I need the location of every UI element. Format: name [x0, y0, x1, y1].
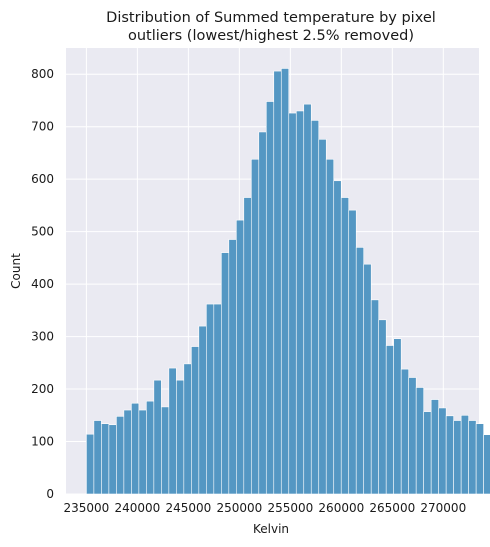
histogram-bar: [228, 239, 237, 495]
histogram-bar: [221, 252, 230, 495]
histogram-bar: [483, 434, 490, 495]
histogram-bar: [206, 303, 215, 495]
histogram-bar: [318, 138, 327, 495]
histogram-bar: [265, 101, 275, 495]
histogram-bar: [378, 319, 387, 495]
x-tick-label: 270000: [420, 501, 466, 515]
x-axis-label: Kelvin: [253, 522, 289, 536]
chart-title-line1: Distribution of Summed temperature by pi…: [106, 10, 436, 26]
histogram-bar: [475, 423, 484, 495]
histogram-bar: [355, 247, 365, 495]
histogram-bar: [101, 423, 110, 495]
y-tick-label: 800: [31, 67, 54, 81]
histogram-bar: [393, 338, 402, 495]
histogram-bar: [146, 400, 155, 495]
x-tick-label: 255000: [267, 501, 313, 515]
y-tick-label: 200: [31, 382, 54, 396]
histogram-bar: [161, 406, 170, 495]
histogram-bar: [123, 409, 132, 495]
histogram-bar: [280, 68, 290, 495]
histogram-bar: [176, 379, 185, 495]
y-tick-label: 300: [31, 330, 54, 344]
histogram-bar: [131, 402, 140, 495]
histogram-bar: [460, 414, 469, 495]
x-tick-label: 240000: [114, 501, 160, 515]
histogram-bar: [370, 299, 380, 495]
histogram-bar: [400, 368, 409, 495]
y-tick-labels: 0 100 200 300 400 500 600 700 800: [31, 67, 54, 501]
histogram-bar: [235, 219, 245, 495]
histogram-bar: [453, 420, 462, 495]
histogram-bar: [363, 263, 372, 495]
x-tick-label: 235000: [63, 501, 109, 515]
histogram-bar: [348, 209, 357, 495]
histogram-bar: [423, 411, 432, 495]
histogram-bar: [213, 303, 222, 495]
histogram-bar: [86, 433, 95, 495]
y-tick-label: 100: [31, 435, 54, 449]
histogram-bar: [198, 325, 207, 495]
x-tick-label: 250000: [216, 501, 262, 515]
histogram-bar: [93, 420, 102, 495]
histogram-bar: [191, 346, 200, 495]
histogram-bar: [303, 103, 312, 495]
histogram-bar: [468, 420, 477, 495]
histogram-bar: [415, 387, 424, 495]
histogram-bar: [430, 399, 439, 495]
histogram-bar: [138, 409, 147, 495]
histogram-bar: [295, 110, 305, 495]
chart-title-line2: outliers (lowest/highest 2.5% removed): [128, 28, 414, 44]
y-tick-label: 600: [31, 172, 54, 186]
histogram-bar: [438, 407, 447, 495]
bars: [86, 68, 490, 495]
histogram-bar: [288, 112, 297, 495]
histogram-bar: [408, 377, 417, 495]
histogram-bar: [325, 158, 335, 495]
y-tick-label: 500: [31, 225, 54, 239]
x-tick-label: 265000: [369, 501, 415, 515]
y-tick-label: 0: [46, 487, 54, 501]
y-axis-label: Count: [9, 253, 23, 289]
histogram-bar: [445, 415, 454, 495]
histogram-bar: [273, 70, 282, 495]
histogram-bar: [250, 158, 260, 495]
histogram-bar: [153, 379, 162, 495]
histogram-bar: [310, 120, 320, 495]
histogram-bar: [168, 367, 177, 495]
histogram-bar: [243, 197, 252, 495]
y-tick-label: 400: [31, 277, 54, 291]
x-tick-label: 260000: [318, 501, 364, 515]
histogram-bar: [108, 424, 117, 495]
histogram-bar: [385, 345, 394, 495]
histogram-bar: [116, 416, 125, 495]
histogram-bar: [340, 197, 350, 495]
histogram-bar: [333, 180, 342, 495]
x-tick-labels: 235000 240000 245000 250000 255000 260000 2650…: [63, 501, 466, 515]
x-tick-label: 245000: [165, 501, 211, 515]
y-tick-label: 700: [31, 120, 54, 134]
histogram-bar: [183, 363, 192, 495]
histogram-bar: [258, 131, 267, 495]
